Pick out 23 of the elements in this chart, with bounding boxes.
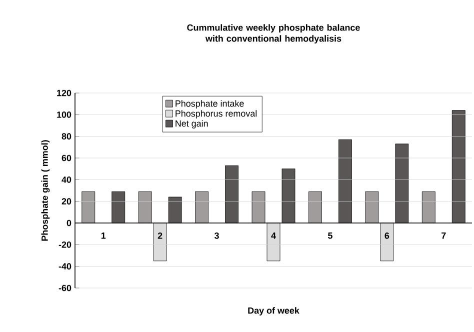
y-tick-label: -60	[58, 284, 72, 292]
y-tick-label: -40	[58, 263, 72, 270]
x-tick-label: 3	[214, 232, 219, 239]
y-tick-label: 80	[62, 133, 72, 140]
y-tick-label: 100	[57, 111, 72, 118]
y-tick-label: 120	[57, 90, 72, 96]
x-tick-label: 6	[384, 232, 390, 239]
y-tick-label: 0	[66, 220, 72, 226]
x-axis-title: Day of week	[248, 307, 300, 316]
y-tick-label: -20	[58, 241, 72, 248]
y-tick-label: 40	[62, 176, 72, 183]
y-axis-title: Phosphate gain ( mmol)	[41, 140, 50, 241]
chart-title: Cummulative weekly phosphate balance with conventional hemodyalisis	[187, 24, 360, 44]
x-tick-label: 2	[158, 232, 162, 239]
legend-label: Phosphate intake	[176, 100, 244, 108]
legend-label: Phosphorus removal	[176, 110, 257, 118]
x-tick-label: 4	[271, 232, 276, 239]
y-tick-label: 20	[62, 198, 72, 205]
legend-label: Net gain	[176, 120, 208, 128]
x-tick-label: 5	[328, 232, 332, 239]
x-tick-label: 7	[442, 232, 446, 239]
x-tick-label: 1	[101, 232, 106, 239]
y-tick-label: 60	[62, 154, 72, 162]
